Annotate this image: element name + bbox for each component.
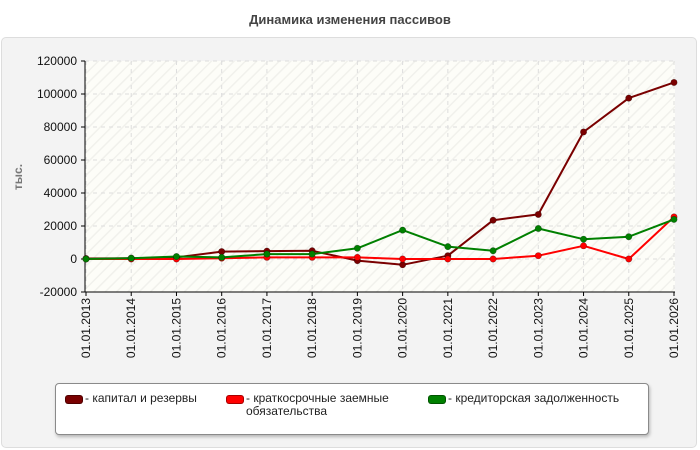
data-point-2 — [218, 253, 226, 261]
legend-item-accounts-payable: - кредиторская задолженность — [428, 392, 619, 405]
data-point-0 — [218, 248, 226, 256]
data-point-2 — [489, 247, 497, 255]
legend-item-capital: - капитал и резервы — [65, 392, 197, 405]
y-tick-label: 60000 — [44, 153, 78, 167]
x-tick-label: 01.01.2020 — [396, 298, 410, 358]
x-tick-label: 01.01.2023 — [531, 298, 545, 358]
chart-title: Динамика изменения пассивов — [249, 12, 451, 27]
data-point-2 — [172, 253, 180, 261]
x-tick-label: 01.01.2022 — [486, 298, 500, 358]
x-tick-label: 01.01.2018 — [305, 298, 319, 358]
data-point-1 — [489, 255, 497, 263]
legend-swatch — [226, 395, 244, 404]
data-point-2 — [580, 235, 588, 243]
tick-labels: -20000 0 20000 40000 60000 80000 100000 120000 0… — [37, 54, 681, 358]
data-point-2 — [625, 233, 633, 241]
data-point-0 — [625, 94, 633, 102]
legend-label: - краткосрочные заемные обязательства — [246, 391, 389, 418]
legend-item-short-term-loans: - краткосрочные заемные обязательства — [226, 392, 389, 418]
data-point-2 — [399, 226, 407, 234]
y-tick-label: 20000 — [44, 219, 78, 233]
y-tick-label: 120000 — [37, 54, 77, 68]
y-tick-label: 40000 — [44, 186, 78, 200]
data-point-0 — [534, 210, 542, 218]
y-tick-label: 0 — [70, 252, 77, 266]
x-tick-label: 01.01.2025 — [622, 298, 636, 358]
data-point-2 — [308, 250, 316, 258]
data-point-1 — [580, 242, 588, 250]
data-point-2 — [263, 250, 271, 258]
data-point-2 — [127, 254, 135, 262]
x-tick-label: 01.01.2026 — [667, 298, 681, 358]
x-tick-label: 01.01.2024 — [577, 298, 591, 358]
data-point-2 — [670, 215, 678, 223]
x-tick-label: 01.01.2016 — [215, 298, 229, 358]
y-tick-label: -20000 — [40, 285, 78, 299]
legend-label: - кредиторская задолженность — [448, 391, 620, 405]
y-axis-label: тыс. — [11, 164, 25, 190]
data-point-2 — [444, 243, 452, 251]
x-tick-label: 01.01.2014 — [124, 298, 138, 358]
data-point-2 — [534, 224, 542, 232]
x-tick-label: 01.01.2015 — [169, 298, 183, 358]
data-point-0 — [670, 78, 678, 86]
y-tick-label: 80000 — [44, 120, 78, 134]
series-line-2 — [85, 218, 675, 260]
data-point-1 — [353, 253, 361, 261]
data-point-0 — [399, 261, 407, 269]
data-point-1 — [625, 255, 633, 263]
legend: - капитал и резервы - краткосрочные заем… — [55, 383, 649, 435]
legend-swatch — [65, 395, 83, 404]
x-tick-label: 01.01.2021 — [441, 298, 455, 358]
data-point-1 — [444, 255, 452, 263]
plot-area — [85, 61, 675, 292]
series-layer — [82, 78, 678, 269]
x-tick-label: 01.01.2013 — [79, 298, 93, 358]
data-point-0 — [489, 216, 497, 224]
x-tick-label: 01.01.2019 — [350, 298, 364, 358]
legend-label: - капитал и резервы — [85, 391, 197, 405]
data-point-1 — [399, 255, 407, 263]
data-point-2 — [82, 255, 90, 263]
series-line-1 — [86, 216, 675, 260]
y-tick-label: 100000 — [37, 87, 77, 101]
x-tick-label: 01.01.2017 — [260, 298, 274, 358]
legend-swatch — [428, 395, 446, 404]
data-point-1 — [534, 252, 542, 260]
data-point-2 — [353, 244, 361, 252]
data-point-0 — [580, 128, 588, 136]
